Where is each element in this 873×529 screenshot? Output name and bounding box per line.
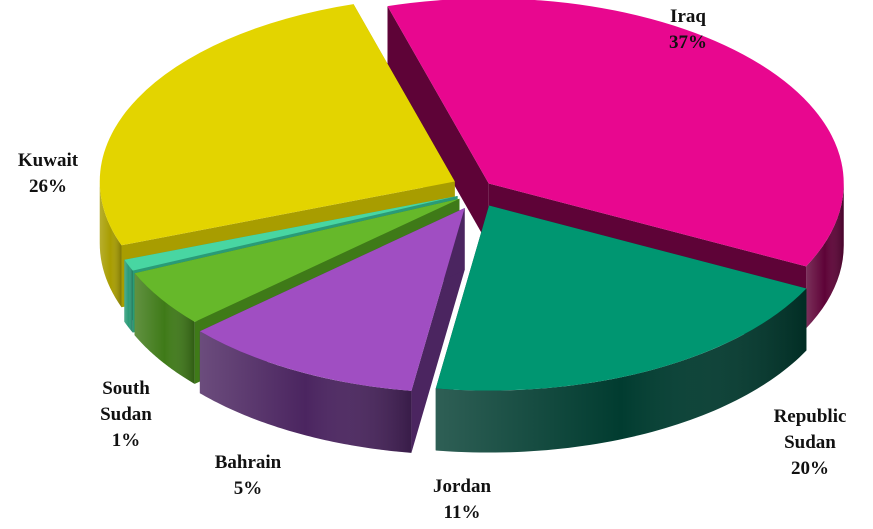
slice-label-bahrain: Bahrain 5% (215, 452, 282, 499)
slice-name-south-sudan: South (102, 378, 150, 399)
slice-label-jordan: Jordan 11% (433, 476, 492, 523)
slice-top-jordan (199, 207, 465, 391)
slice-top-iraq (387, 0, 844, 267)
slice-name-republic-sudan: Sudan (784, 432, 836, 453)
slice-label-iraq: Iraq 37% (669, 6, 707, 53)
slice-percent-iraq: 37% (669, 32, 707, 53)
slice-percent-bahrain: 5% (234, 478, 263, 499)
slice-rim-shade-kuwait (99, 181, 122, 308)
slice-rim-shade-bahrain (134, 273, 195, 384)
slice-rim-shade-jordan (199, 331, 412, 453)
slice-label-south-sudan: South Sudan 1% (100, 378, 152, 451)
slice-label-kuwait: Kuwait 26% (18, 150, 79, 197)
slice-rim-shade-republic-sudan (435, 288, 807, 453)
slice-name-kuwait: Kuwait (18, 150, 79, 171)
slice-name-bahrain: Bahrain (215, 452, 282, 473)
slice-name-iraq: Iraq (670, 6, 706, 27)
slice-top-kuwait (99, 4, 455, 246)
slice-percent-republic-sudan: 20% (791, 458, 829, 479)
slice-name-jordan: Jordan (433, 476, 492, 497)
slice-percent-kuwait: 26% (29, 176, 67, 197)
pie-slices (99, 0, 844, 453)
slice-rim-shade-iraq (806, 183, 844, 329)
slice-label-republic-sudan: Republic Sudan 20% (774, 406, 847, 479)
slice-wall-iraq-0 (387, 6, 489, 246)
slice-top-south-sudan (124, 196, 458, 271)
slice-percent-south-sudan: 1% (112, 430, 141, 451)
slice-top-bahrain (134, 198, 460, 322)
slice-top-republic-sudan (435, 205, 807, 391)
slice-name-republic-sudan: Republic (774, 406, 847, 427)
slice-rim-shade-south-sudan (124, 259, 133, 333)
pie-labels: Iraq 37% Republic Sudan 20% Jordan 11% Bahrain 5… (18, 6, 847, 523)
slice-percent-jordan: 11% (444, 502, 481, 523)
slice-name-south-sudan: Sudan (100, 404, 152, 425)
slice-jordan (199, 207, 465, 453)
slice-republic-sudan (435, 205, 807, 453)
